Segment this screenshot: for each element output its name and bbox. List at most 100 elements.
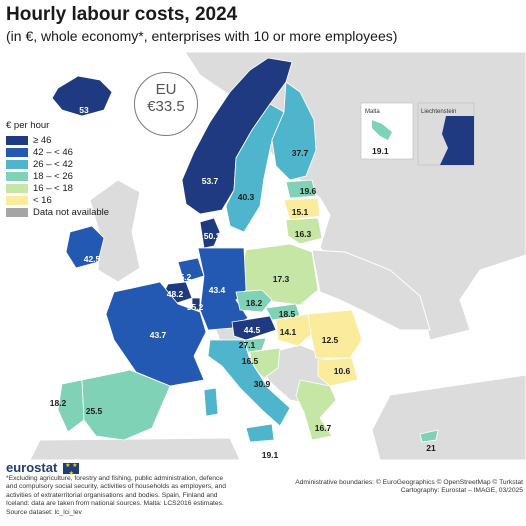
legend-item: 16 – < 18 xyxy=(6,182,109,194)
label-denmark: 50.1 xyxy=(204,231,221,241)
legend-item-label: Data not available xyxy=(33,206,110,218)
label-poland: 17.3 xyxy=(273,274,290,284)
map-title: Hourly labour costs, 2024 xyxy=(6,4,238,25)
ukraine-belarus-land xyxy=(311,249,431,331)
finland-shape xyxy=(271,81,317,181)
turkey-land xyxy=(371,374,526,460)
credits-line: Administrative boundaries: © EuroGeograp… xyxy=(295,479,523,486)
label-latvia: 15.1 xyxy=(292,207,309,217)
label-romania: 12.5 xyxy=(322,335,339,345)
romania-shape xyxy=(307,309,363,359)
eurostat-brand: eurostat ★ ★ ★ xyxy=(6,460,268,478)
label-malta-map: 19.1 xyxy=(262,450,279,460)
ireland-shape xyxy=(65,225,105,269)
label-italy: 30.9 xyxy=(254,379,271,389)
footnote-line: Source dataset: lc_lci_lev xyxy=(6,508,82,516)
denmark-shape xyxy=(199,217,221,249)
label-spain: 25.5 xyxy=(86,406,103,416)
label-luxembourg: 55.2 xyxy=(187,302,204,312)
sicily-shape xyxy=(245,423,275,443)
malta-shape xyxy=(372,120,392,140)
label-sweden: 40.3 xyxy=(238,192,255,202)
label-norway: 53.7 xyxy=(202,176,219,186)
legend-item: 26 – < 42 xyxy=(6,158,109,170)
label-netherlands: 45.2 xyxy=(175,272,192,282)
label-iceland: 53 xyxy=(79,105,89,115)
footnote: eurostat ★ ★ ★ *Excluding agriculture, f… xyxy=(6,460,268,517)
malta-inset-value: 19.1 xyxy=(372,146,389,156)
label-austria: 44.5 xyxy=(244,325,261,335)
value-labels: 53 53.7 40.3 37.7 42.5 50.1 19.6 15.1 16… xyxy=(50,105,436,460)
label-czechia: 18.2 xyxy=(246,298,263,308)
label-finland: 37.7 xyxy=(292,148,309,158)
eu-average-value: €33.5 xyxy=(147,98,185,115)
legend-item-label: 42 – < 46 xyxy=(33,146,73,158)
sardinia-shape xyxy=(203,387,219,417)
liechtenstein-inset: Liechtenstein xyxy=(417,102,475,166)
country-shapes xyxy=(51,57,439,443)
legend-title: € per hour xyxy=(6,120,50,131)
portugal-shape xyxy=(57,379,85,433)
latvia-shape xyxy=(283,197,321,221)
france-shape xyxy=(105,281,207,387)
liechtenstein-inset-label: Liechtenstein xyxy=(421,109,456,115)
legend-swatch xyxy=(6,147,28,157)
label-portugal: 18.2 xyxy=(50,398,67,408)
greece-shape xyxy=(295,379,337,441)
legend-swatch xyxy=(6,207,28,217)
label-croatia: 16.5 xyxy=(242,356,259,366)
label-bulgaria: 10.6 xyxy=(334,366,351,376)
legend-item-label: 26 – < 42 xyxy=(33,158,73,170)
footnote-line: activities of extraterritorial organisat… xyxy=(6,491,218,499)
cyprus-shape xyxy=(419,429,439,443)
label-hungary: 14.1 xyxy=(280,327,297,337)
legend-swatch xyxy=(6,195,28,205)
label-slovakia: 18.5 xyxy=(279,309,296,319)
legend-swatch xyxy=(6,159,28,169)
eu-flag-icon: ★ ★ ★ xyxy=(63,463,80,478)
legend-item: Data not available xyxy=(6,206,109,218)
czechia-shape xyxy=(235,289,273,313)
legend-item-label: ≥ 46 xyxy=(33,134,52,146)
credits: Administrative boundaries: © EuroGeograp… xyxy=(273,479,523,496)
bulgaria-shape xyxy=(317,357,359,387)
liechtenstein-shape xyxy=(440,116,474,165)
legend-item-label: 18 – < 26 xyxy=(33,170,73,182)
label-estonia: 19.6 xyxy=(300,186,317,196)
legend-item: < 16 xyxy=(6,194,109,206)
europe-map: Malta 19.1 Liechtenstein 53 53.7 40.3 37… xyxy=(0,48,526,460)
eu-average-label: EU xyxy=(155,81,177,98)
austria-shape xyxy=(231,315,277,341)
footnote-line: Iceland: data are taken from national so… xyxy=(6,500,224,508)
footnote-line: and compulsory social security, activiti… xyxy=(6,483,226,491)
legend-item: ≥ 46 xyxy=(6,134,109,146)
legend: € per hour ≥ 46 42 – < 46 26 – < 42 18 –… xyxy=(6,120,109,218)
label-slovenia: 27.1 xyxy=(239,340,256,350)
label-cyprus: 21 xyxy=(426,443,436,453)
eurostat-logo-text: eurostat xyxy=(6,460,58,476)
legend-item-label: 16 – < 18 xyxy=(33,182,73,194)
legend-swatch xyxy=(6,171,28,181)
label-lithuania: 16.3 xyxy=(295,229,312,239)
map-subtitle: (in €, whole economy*, enterprises with … xyxy=(6,28,398,44)
spain-shape xyxy=(81,369,171,441)
iceland-shape xyxy=(51,75,113,117)
eu-average-badge: EU €33.5 xyxy=(134,72,198,136)
hungary-shape xyxy=(275,313,317,347)
malta-inset: Malta 19.1 xyxy=(360,102,414,160)
legend-item: 18 – < 26 xyxy=(6,170,109,182)
legend-swatch xyxy=(6,135,28,145)
label-ireland: 42.5 xyxy=(84,254,101,264)
lithuania-shape xyxy=(285,217,323,245)
legend-swatch xyxy=(6,183,28,193)
credits-line: Cartography: Eurostat – IMAGE, 03/2025 xyxy=(400,487,523,495)
footnote-line: *Excluding agriculture, forestry and fis… xyxy=(6,475,224,482)
legend-item: 42 – < 46 xyxy=(6,146,109,158)
north-africa-land xyxy=(29,437,241,460)
label-france: 43.7 xyxy=(150,330,167,340)
label-germany: 43.4 xyxy=(209,285,226,295)
label-greece: 16.7 xyxy=(315,423,332,433)
italy-shape xyxy=(207,339,291,427)
label-belgium: 48.2 xyxy=(167,289,184,299)
malta-inset-label: Malta xyxy=(365,109,380,115)
